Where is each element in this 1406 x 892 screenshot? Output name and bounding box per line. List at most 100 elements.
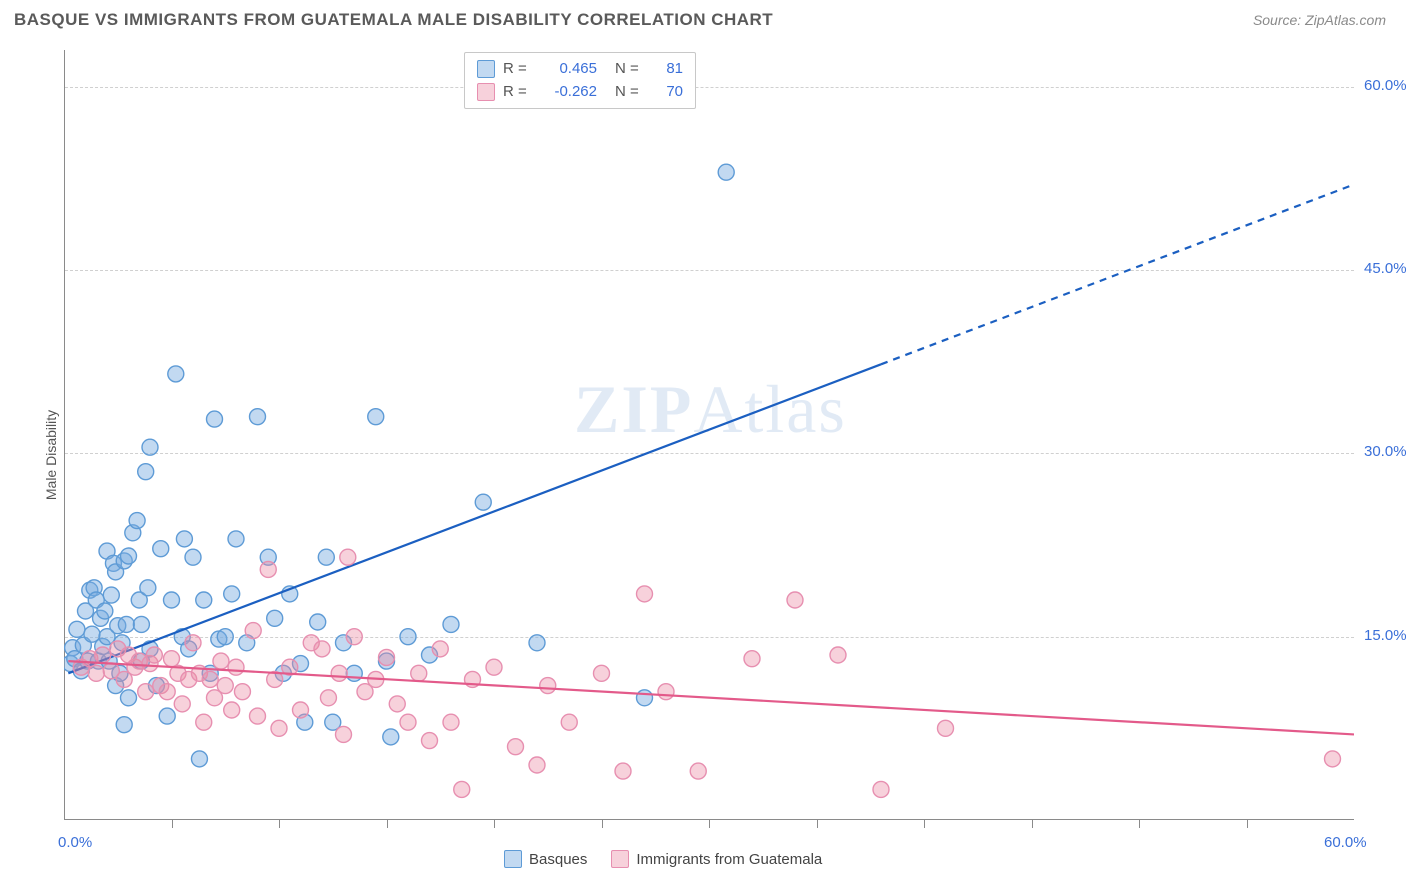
- data-point: [191, 751, 207, 767]
- data-point: [159, 708, 175, 724]
- data-point: [224, 702, 240, 718]
- source-label: Source: ZipAtlas.com: [1253, 12, 1386, 28]
- data-point: [637, 690, 653, 706]
- x-tick: [602, 820, 603, 828]
- data-point: [938, 720, 954, 736]
- data-point: [88, 665, 104, 681]
- data-point: [637, 586, 653, 602]
- y-axis-label: Male Disability: [43, 410, 59, 500]
- data-point: [159, 684, 175, 700]
- x-max-label: 60.0%: [1324, 834, 1367, 851]
- x-tick: [279, 820, 280, 828]
- data-point: [787, 592, 803, 608]
- data-point: [138, 464, 154, 480]
- n-value: 70: [651, 81, 683, 104]
- x-tick: [924, 820, 925, 828]
- data-point: [422, 733, 438, 749]
- data-point: [561, 714, 577, 730]
- data-point: [443, 616, 459, 632]
- data-point: [217, 629, 233, 645]
- data-point: [873, 781, 889, 797]
- x-tick: [1247, 820, 1248, 828]
- series-swatch: [477, 60, 495, 78]
- y-tick-label: 60.0%: [1364, 77, 1406, 94]
- data-point: [454, 781, 470, 797]
- data-point: [217, 678, 233, 694]
- data-point: [103, 587, 119, 603]
- data-point: [250, 708, 266, 724]
- x-tick: [1139, 820, 1140, 828]
- data-point: [153, 541, 169, 557]
- trend-line-dashed: [881, 184, 1354, 364]
- data-point: [116, 717, 132, 733]
- x-tick: [172, 820, 173, 828]
- legend-label: Immigrants from Guatemala: [636, 851, 822, 868]
- data-point: [340, 549, 356, 565]
- data-point: [475, 494, 491, 510]
- data-point: [121, 690, 137, 706]
- legend: Basques Immigrants from Guatemala: [504, 850, 822, 868]
- scatter-svg: [64, 50, 1354, 820]
- data-point: [830, 647, 846, 663]
- data-point: [260, 561, 276, 577]
- data-point: [318, 549, 334, 565]
- stats-box: R = 0.465 N = 81R =-0.262N =70: [464, 52, 696, 109]
- data-point: [164, 592, 180, 608]
- chart-area: Male Disability 15.0%30.0%45.0%60.0%0.0%…: [14, 40, 1392, 870]
- data-point: [133, 616, 149, 632]
- data-point: [529, 757, 545, 773]
- legend-swatch: [611, 850, 629, 868]
- data-point: [271, 720, 287, 736]
- data-point: [234, 684, 250, 700]
- data-point: [129, 513, 145, 529]
- data-point: [202, 671, 218, 687]
- data-point: [245, 623, 261, 639]
- data-point: [400, 629, 416, 645]
- data-point: [310, 614, 326, 630]
- n-value: 81: [651, 58, 683, 81]
- data-point: [389, 696, 405, 712]
- data-point: [196, 714, 212, 730]
- data-point: [196, 592, 212, 608]
- data-point: [443, 714, 459, 730]
- data-point: [69, 621, 85, 637]
- data-point: [432, 641, 448, 657]
- r-label: R =: [503, 58, 531, 81]
- data-point: [293, 702, 309, 718]
- data-point: [744, 651, 760, 667]
- y-tick-label: 45.0%: [1364, 260, 1406, 277]
- r-value: 0.465: [539, 58, 597, 81]
- stats-row: R =-0.262N =70: [477, 81, 683, 104]
- data-point: [331, 665, 347, 681]
- legend-swatch: [504, 850, 522, 868]
- n-label: N =: [615, 58, 643, 81]
- data-point: [97, 603, 113, 619]
- data-point: [146, 647, 162, 663]
- stats-row: R = 0.465 N = 81: [477, 58, 683, 81]
- x-tick: [817, 820, 818, 828]
- data-point: [95, 647, 111, 663]
- data-point: [138, 684, 154, 700]
- data-point: [224, 586, 240, 602]
- data-point: [320, 690, 336, 706]
- data-point: [718, 164, 734, 180]
- data-point: [346, 665, 362, 681]
- data-point: [168, 366, 184, 382]
- data-point: [228, 659, 244, 675]
- legend-label: Basques: [529, 851, 587, 868]
- data-point: [228, 531, 244, 547]
- data-point: [176, 531, 192, 547]
- legend-item: Basques: [504, 850, 587, 868]
- data-point: [164, 651, 180, 667]
- data-point: [121, 548, 137, 564]
- data-point: [140, 580, 156, 596]
- data-point: [379, 649, 395, 665]
- data-point: [142, 439, 158, 455]
- data-point: [615, 763, 631, 779]
- y-tick-label: 30.0%: [1364, 443, 1406, 460]
- data-point: [411, 665, 427, 681]
- series-swatch: [477, 83, 495, 101]
- data-point: [1325, 751, 1341, 767]
- data-point: [207, 411, 223, 427]
- legend-item: Immigrants from Guatemala: [611, 850, 822, 868]
